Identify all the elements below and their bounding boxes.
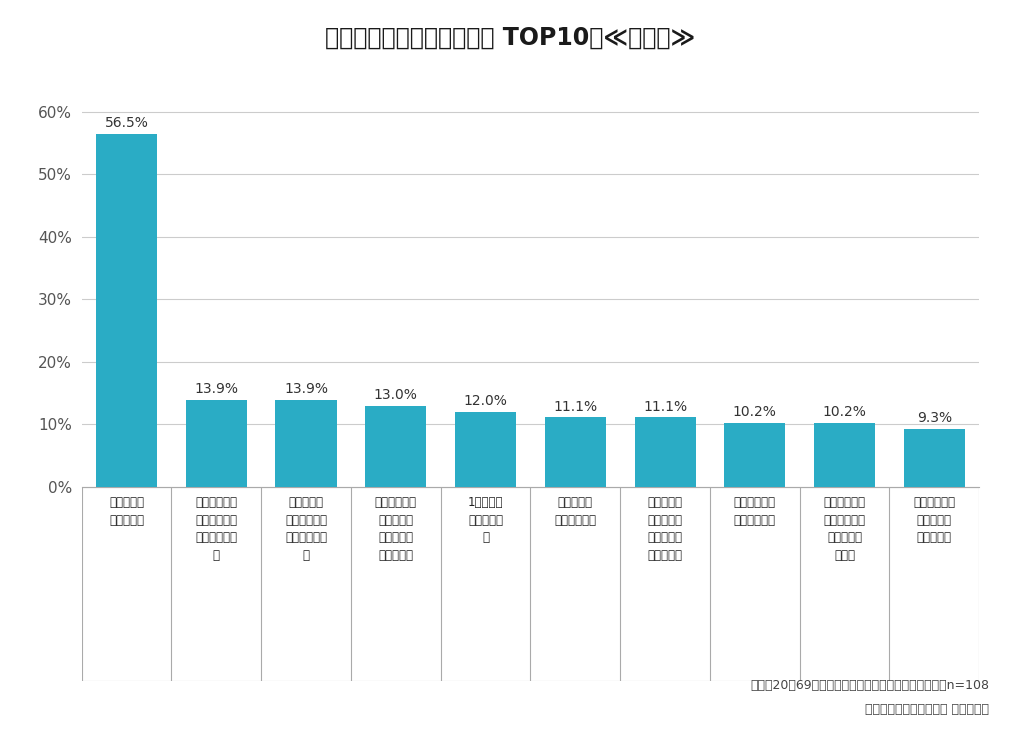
Text: タール・ニコ
チンの低い
ものにした
かったから: タール・ニコ チンの低い ものにした かったから — [374, 496, 417, 562]
Text: 10.2%: 10.2% — [732, 406, 776, 419]
Text: もらいたばこ
をした時にお
いしかったか
ら: もらいたばこ をした時にお いしかったか ら — [195, 496, 237, 562]
Text: 11.1%: 11.1% — [642, 400, 687, 414]
Text: 全国　20～69歳　直近１年間で喫煙銘柄をかえた人　n=108: 全国 20～69歳 直近１年間で喫煙銘柄をかえた人 n=108 — [750, 679, 988, 692]
Text: 12.0%: 12.0% — [463, 394, 507, 408]
Text: 10.2%: 10.2% — [821, 406, 866, 419]
Text: 9.3%: 9.3% — [916, 411, 951, 425]
Text: 健康への害
の少ないも
のに換えた
かったから: 健康への害 の少ないも のに換えた かったから — [647, 496, 682, 562]
Text: 13.9%: 13.9% — [194, 382, 238, 396]
Text: 喫煙する銘柄をかえた理由 TOP10　≪参考値≫: 喫煙する銘柄をかえた理由 TOP10 ≪参考値≫ — [325, 26, 694, 51]
Bar — [634, 417, 695, 487]
Text: 13.0%: 13.0% — [373, 388, 418, 402]
Bar — [723, 423, 785, 487]
Text: 56.5%: 56.5% — [104, 116, 149, 130]
Text: 味の好みが
変わったから: 味の好みが 変わったから — [553, 496, 596, 527]
Bar — [813, 423, 874, 487]
Text: 前のタバコの
味・ニオイに
不満があっ
たから: 前のタバコの 味・ニオイに 不満があっ たから — [822, 496, 865, 562]
Text: 13.9%: 13.9% — [283, 382, 328, 396]
Bar — [903, 429, 964, 487]
Bar — [275, 400, 336, 487]
Text: 11.1%: 11.1% — [552, 400, 597, 414]
Bar — [96, 134, 157, 487]
Bar — [544, 417, 605, 487]
Text: 1本で長く
吸いたいか
ら: 1本で長く 吸いたいか ら — [468, 496, 502, 545]
Bar — [185, 400, 247, 487]
Text: 他社のトラ
イアルサンプ
ルを貰ったか
ら: 他社のトラ イアルサンプ ルを貰ったか ら — [284, 496, 327, 562]
Bar — [365, 406, 426, 487]
Text: 他のタバコの
方がおいし
かったから: 他のタバコの 方がおいし かったから — [912, 496, 955, 545]
Text: スパコロ「利用実態調査 たばこ編」: スパコロ「利用実態調査 たばこ編」 — [864, 703, 988, 716]
Bar — [454, 412, 516, 487]
Text: 価格が高く
なったから: 価格が高く なったから — [109, 496, 144, 527]
Text: ニオイを抑え
たかったから: ニオイを抑え たかったから — [733, 496, 775, 527]
